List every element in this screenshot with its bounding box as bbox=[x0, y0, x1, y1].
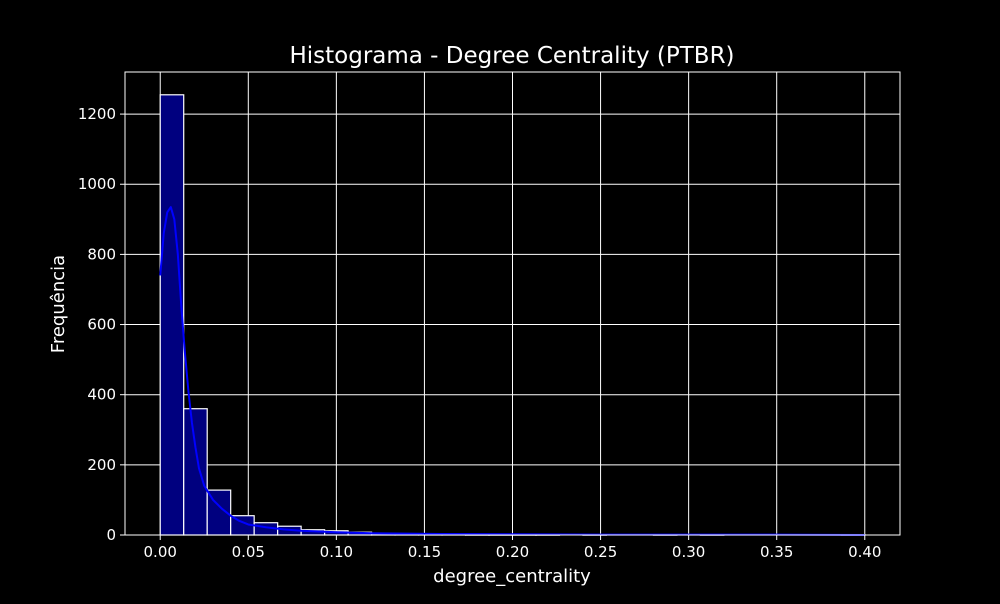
kde-line bbox=[159, 206, 865, 536]
y-tick-label: 0 bbox=[106, 526, 116, 544]
chart-title: Histograma - Degree Centrality (PTBR) bbox=[289, 43, 734, 69]
x-axis-label: degree_centrality bbox=[433, 566, 591, 587]
tick-labels: 0.00 0.05 0.10 0.15 0.20 0.25 0.30 0.35 0.40 0 200… bbox=[78, 105, 882, 561]
histogram-bar bbox=[159, 94, 185, 536]
x-tick-label: 0.20 bbox=[496, 543, 529, 561]
y-axis-label: Frequência bbox=[48, 255, 69, 353]
y-tick-label: 600 bbox=[87, 316, 116, 334]
x-tick-label: 0.40 bbox=[848, 543, 881, 561]
x-tick-label: 0.25 bbox=[584, 543, 617, 561]
y-tick-label: 1000 bbox=[78, 175, 116, 193]
y-tick-label: 400 bbox=[87, 386, 116, 404]
x-tick-label: 0.30 bbox=[672, 543, 705, 561]
histogram-bar bbox=[183, 408, 208, 536]
x-tick-label: 0.00 bbox=[144, 543, 177, 561]
x-tick-label: 0.35 bbox=[760, 543, 793, 561]
x-tick-label: 0.15 bbox=[408, 543, 441, 561]
y-tick-label: 800 bbox=[87, 245, 116, 263]
x-tick-label: 0.05 bbox=[232, 543, 265, 561]
x-tick-label: 0.10 bbox=[320, 543, 353, 561]
y-tick-label: 200 bbox=[87, 456, 116, 474]
kde-curve bbox=[159, 206, 865, 536]
y-tick-label: 1200 bbox=[78, 105, 116, 123]
